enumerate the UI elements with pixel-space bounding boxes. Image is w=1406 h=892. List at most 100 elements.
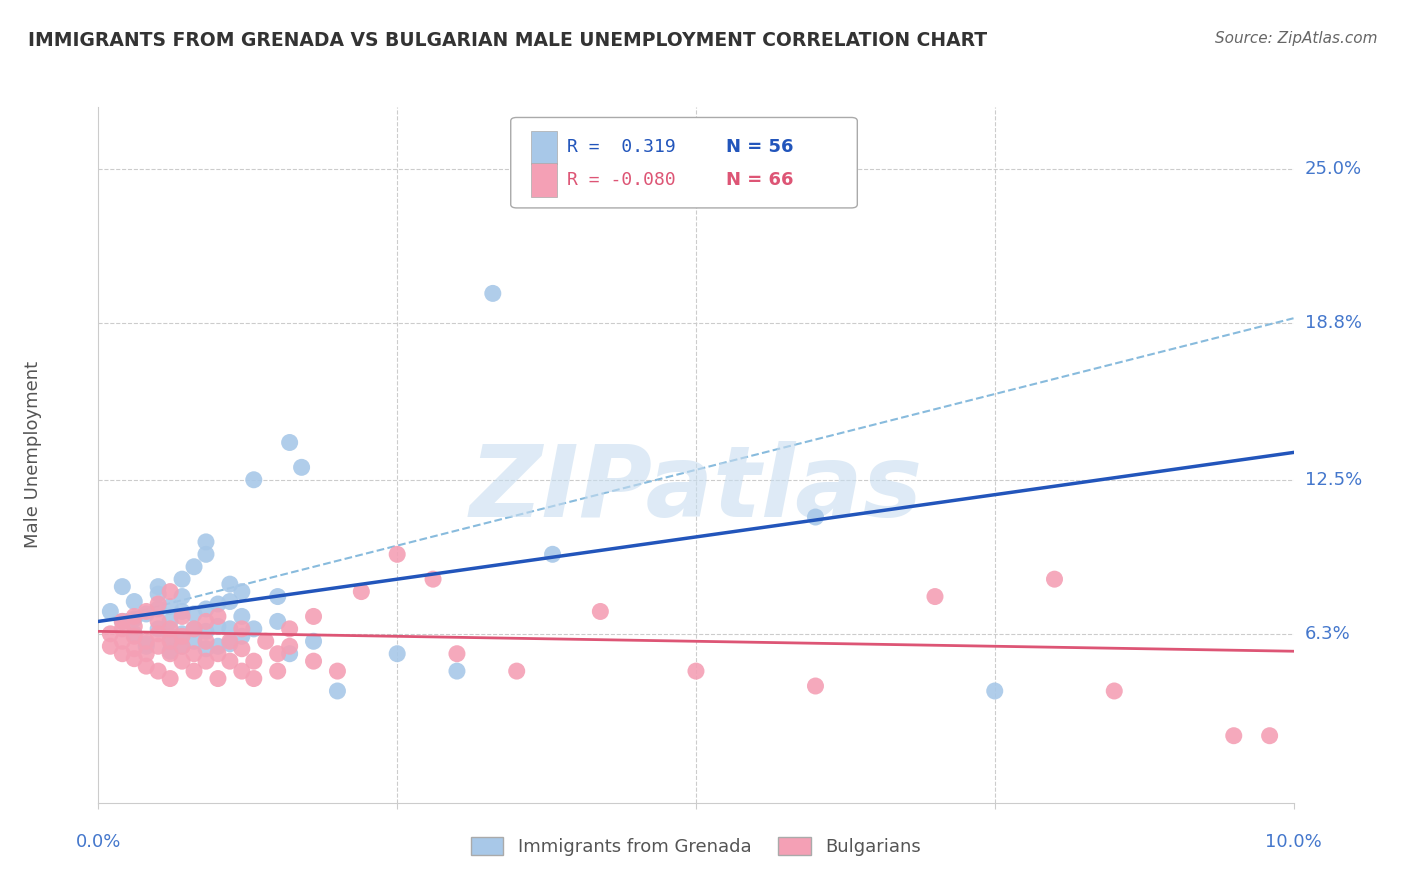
Point [219,634,242,648]
Point [124,609,146,624]
Point [326,684,349,698]
Text: ZIPatlas: ZIPatlas [470,442,922,538]
Point [207,597,229,611]
Point [183,622,205,636]
Point [278,647,301,661]
Point [207,639,229,653]
Point [804,679,827,693]
Point [159,644,181,658]
Point [111,622,134,636]
Point [1104,684,1126,698]
Point [589,605,612,619]
Point [219,577,242,591]
Point [159,672,181,686]
Point [159,615,181,629]
Point [278,622,301,636]
Point [231,609,253,624]
Point [194,615,218,629]
Bar [531,163,557,197]
Point [124,594,146,608]
Point [385,547,409,561]
Point [148,615,170,629]
Text: 6.3%: 6.3% [1305,624,1350,643]
Point [172,639,194,653]
Point [172,639,194,653]
Point [194,547,218,561]
Point [385,647,409,661]
Point [124,619,146,633]
Point [124,627,146,641]
Point [219,622,242,636]
Point [148,597,170,611]
Text: N = 56: N = 56 [725,138,793,156]
Point [135,634,157,648]
Point [207,647,229,661]
Point [1258,729,1281,743]
Point [159,622,181,636]
Point [194,602,218,616]
Point [194,654,218,668]
Point [183,559,205,574]
Point [207,609,229,624]
Point [207,672,229,686]
Point [219,654,242,668]
Point [290,460,312,475]
Point [1043,572,1066,586]
Point [243,473,266,487]
Point [194,634,218,648]
Point [135,659,157,673]
Point [183,647,205,661]
Point [135,637,157,651]
Point [194,624,218,639]
Point [446,647,468,661]
Point [983,684,1005,698]
Point [124,641,146,656]
Point [183,622,205,636]
Point [148,664,170,678]
Point [350,584,373,599]
Text: R =  0.319: R = 0.319 [567,138,676,156]
Point [159,634,181,648]
Point [481,286,505,301]
Point [148,627,170,641]
Text: R = -0.080: R = -0.080 [567,171,676,189]
Text: Male Unemployment: Male Unemployment [24,361,42,549]
Point [924,590,946,604]
Point [302,634,325,648]
Point [302,654,325,668]
Point [231,629,253,643]
Point [172,654,194,668]
Point [278,639,301,653]
Point [135,607,157,621]
Point [159,584,181,599]
Point [148,580,170,594]
Point [254,634,277,648]
Point [148,602,170,616]
Point [135,639,157,653]
Point [98,627,122,641]
Point [267,615,290,629]
Point [183,607,205,621]
Point [194,534,218,549]
Point [243,672,266,686]
Point [267,647,290,661]
Point [159,629,181,643]
Point [111,615,134,629]
Point [98,639,122,653]
Point [685,664,707,678]
Point [124,629,146,643]
Point [194,641,218,656]
Point [135,605,157,619]
Point [267,664,290,678]
Point [172,627,194,641]
Point [243,654,266,668]
Point [278,435,301,450]
Point [231,584,253,599]
Point [111,615,134,629]
Point [231,622,253,636]
Point [148,639,170,653]
Text: N = 66: N = 66 [725,171,793,189]
Point [219,594,242,608]
Point [1223,729,1246,743]
Point [172,605,194,619]
